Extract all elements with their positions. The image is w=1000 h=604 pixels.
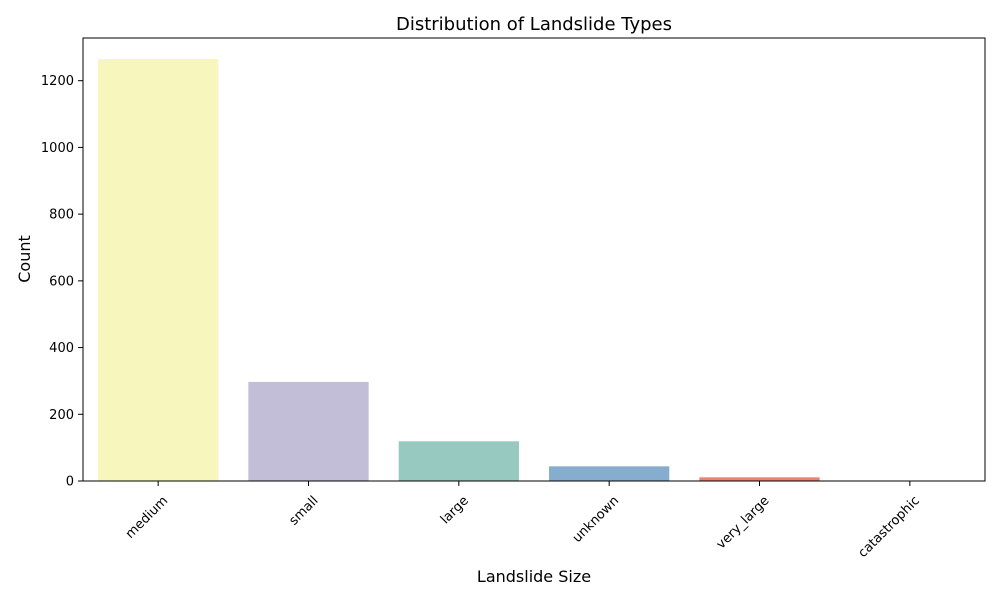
bar-medium <box>98 59 218 481</box>
bar-unknown <box>549 466 669 481</box>
y-tick-label: 400 <box>49 341 74 356</box>
x-tick-label: very_large <box>714 493 773 552</box>
bar-large <box>399 441 519 481</box>
x-axis-label: Landslide Size <box>477 567 591 586</box>
plot-frame <box>83 38 985 481</box>
x-tick-label: large <box>438 493 472 527</box>
bar-small <box>248 382 368 481</box>
plot-area: 0 200 400 600 800 1000 1200 medium small large unk… <box>41 38 985 561</box>
x-tick-label: small <box>286 493 321 528</box>
x-tick-label: unknown <box>570 493 622 545</box>
x-tick-label: catastrophic <box>855 493 922 560</box>
y-tick-label: 0 <box>66 475 74 490</box>
y-tick-label: 600 <box>49 274 74 289</box>
bar-very-large <box>699 477 819 481</box>
y-tick-label: 1000 <box>41 141 74 156</box>
y-tick-label: 800 <box>49 208 74 223</box>
y-tick-label: 200 <box>49 408 74 423</box>
y-tick-label: 1200 <box>41 74 74 89</box>
y-axis-label: Count <box>15 235 34 283</box>
x-tick-label: medium <box>123 493 171 541</box>
chart-title: Distribution of Landslide Types <box>396 14 672 35</box>
